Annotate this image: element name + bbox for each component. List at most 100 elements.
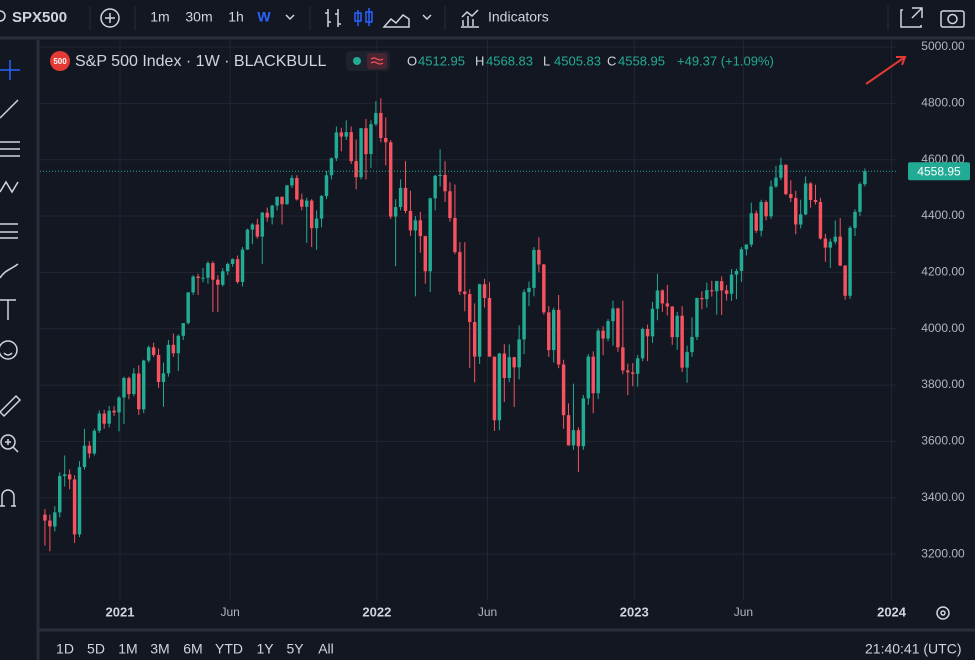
search-icon[interactable] [0, 10, 6, 22]
ohlc-key: H [475, 53, 484, 68]
range-button[interactable]: 1M [118, 641, 137, 657]
share-icon[interactable] [900, 7, 923, 28]
candle-body [137, 373, 141, 410]
bars-icon[interactable] [325, 9, 341, 27]
range-button[interactable]: 1D [56, 641, 74, 657]
candle-body [705, 290, 709, 300]
measure-tool[interactable] [0, 394, 22, 418]
indicators-button[interactable]: Indicators [488, 9, 549, 25]
last-price-label: 4558.95 [917, 164, 961, 178]
fib-tool[interactable] [0, 141, 20, 157]
interval-button[interactable]: 30m [185, 9, 212, 25]
candle-body [87, 445, 92, 454]
candle-body [319, 196, 324, 219]
candle-body [719, 281, 724, 291]
range-button[interactable]: 3M [150, 641, 169, 657]
candle-body [596, 330, 600, 394]
annotation-arrow [865, 56, 907, 85]
snapshot-icon[interactable] [940, 10, 965, 28]
candle-body [463, 291, 467, 295]
candle-body [813, 200, 818, 202]
candle-body [151, 347, 156, 355]
icon-tool[interactable] [0, 340, 18, 360]
candle-body [309, 200, 314, 229]
candle-body [117, 397, 121, 413]
clock: 21:40:41 (UTC) [865, 641, 961, 657]
chart-type-menu[interactable] [422, 14, 432, 21]
candle-body [438, 174, 442, 176]
forecast-tool[interactable] [0, 223, 18, 239]
candle-body [547, 312, 551, 351]
candle-body [655, 290, 660, 309]
pattern-tool[interactable] [0, 180, 19, 194]
candle-body [665, 303, 670, 307]
candle-body [379, 112, 383, 139]
candle-body [838, 236, 842, 266]
candle-body [122, 378, 126, 398]
candle-body [275, 196, 279, 206]
axes: 3200.00 3400.00 3600.00 3800.00 4000.00 4200.… [40, 39, 970, 619]
candle-body [369, 124, 373, 155]
candle-body [384, 138, 388, 143]
candle-body [621, 347, 625, 371]
range-button[interactable]: 5D [87, 641, 105, 657]
candle-body [211, 263, 215, 280]
ohlc-legend: O 4512.95 H 4568.83 L 4505.83 C 4558.95 +49.37 (… [407, 53, 774, 68]
trend-line-tool[interactable] [0, 99, 19, 119]
candle-body [729, 274, 734, 294]
candle-body [472, 321, 477, 357]
left-toolbar [0, 60, 22, 507]
candle-body [537, 249, 541, 265]
candle-body [522, 292, 526, 340]
range-button[interactable]: 6M [183, 641, 202, 657]
ohlc-key: C [607, 53, 616, 68]
range-button[interactable]: All [318, 641, 334, 657]
candle-body [660, 290, 665, 304]
candle-body [477, 284, 482, 357]
area-icon[interactable] [382, 14, 410, 28]
settings-icon[interactable] [936, 606, 950, 620]
interval-button[interactable]: 1m [150, 9, 169, 25]
candle-body [398, 187, 403, 208]
candle-body [314, 218, 319, 229]
indicators-icon[interactable] [461, 9, 479, 28]
candle-body [818, 201, 823, 239]
candle-body [92, 430, 97, 454]
zoom-tool[interactable] [0, 434, 19, 453]
y-tick-label: 3800.00 [921, 377, 965, 391]
candle-body [132, 373, 136, 395]
candle-body [142, 360, 146, 410]
interval-button[interactable]: 1h [228, 9, 244, 25]
candle-body [146, 347, 151, 361]
magnet-tool[interactable] [0, 489, 16, 507]
candle-body [606, 321, 610, 339]
text-tool[interactable] [0, 299, 16, 320]
interval-button[interactable]: W [257, 9, 271, 25]
candle-body [181, 323, 185, 336]
candle-body [601, 330, 605, 339]
candle-body [334, 132, 339, 159]
candle-body [171, 344, 176, 354]
candle-body [749, 213, 754, 245]
candle-body [374, 112, 378, 125]
add-symbol[interactable] [100, 8, 120, 28]
candle-body [507, 357, 511, 379]
x-tick-label: 2023 [620, 604, 649, 619]
candle-body [305, 200, 309, 207]
interval-menu[interactable] [285, 14, 295, 21]
y-tick-label: 3200.00 [921, 546, 965, 560]
candle-body [53, 512, 57, 527]
candle-body [112, 410, 116, 413]
range-button[interactable]: 5Y [286, 641, 304, 657]
range-button[interactable]: 1Y [256, 641, 274, 657]
data-status-icon [370, 57, 384, 65]
range-button[interactable]: YTD [215, 641, 243, 657]
symbol[interactable]: SPX500 [12, 9, 67, 26]
candle-body [561, 364, 566, 416]
crosshair-tool[interactable] [0, 60, 20, 80]
candle-body [458, 252, 462, 292]
candle-body [487, 298, 492, 357]
brush-tool[interactable] [0, 263, 19, 279]
candles-icon[interactable] [354, 8, 373, 26]
legend-title[interactable]: S&P 500 Index · 1W · BLACKBULL [75, 53, 326, 70]
